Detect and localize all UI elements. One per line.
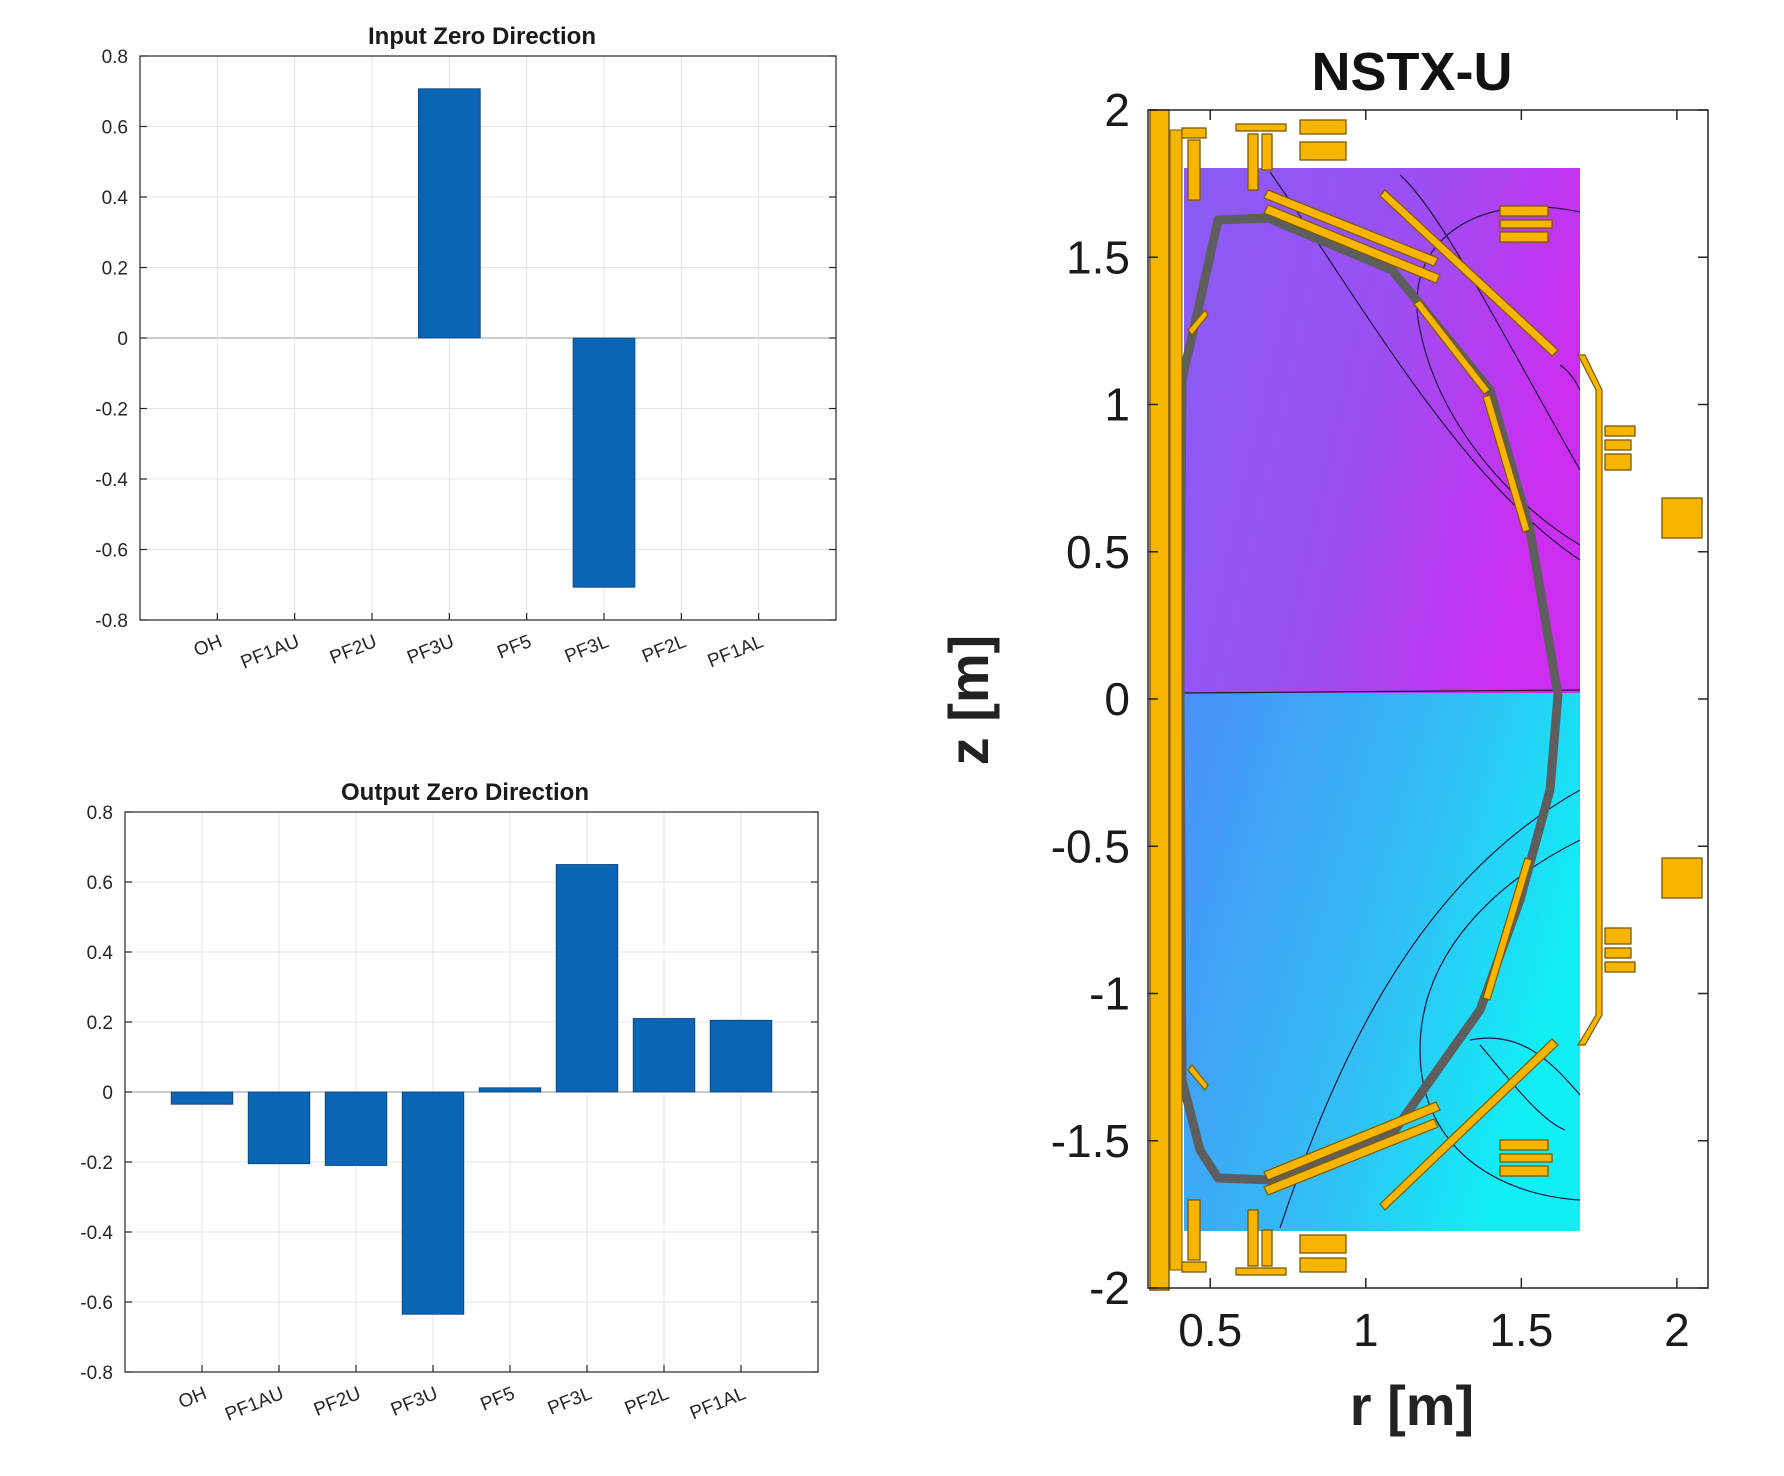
y-tick-label: -0.2 [80, 1153, 113, 1174]
y-tick-label: -1.5 [1051, 1115, 1130, 1167]
y-tick-label: 0 [1104, 673, 1130, 725]
y-axis-label: z [m] [937, 635, 1000, 766]
x-tick-label: PF3U [404, 631, 457, 669]
bar-pf3u [401, 1091, 465, 1315]
plot-title: NSTX-U [1312, 42, 1513, 102]
contour-line [1183, 689, 1581, 694]
input-zero-direction-chart: Input Zero Direction 0.8 0.6 0.4 0.2 0 -0.2 -0… [95, 23, 837, 674]
x-axis-label: r [m] [1350, 1374, 1474, 1437]
bar-pf1al [709, 1019, 773, 1093]
chart-title: Input Zero Direction [368, 23, 596, 50]
y-tick-label: -0.4 [80, 1223, 113, 1244]
y-tick-label: -0.2 [95, 400, 128, 421]
contour-line [1469, 1037, 1581, 1096]
center-stack-coil [1149, 109, 1170, 1291]
x-tick-label: PF2L [622, 1383, 672, 1419]
x-tick-label: 2 [1664, 1304, 1690, 1356]
y-tick-label: -0.6 [80, 1293, 113, 1314]
y-tick-label: 0 [117, 329, 128, 350]
y-tick-label: 0.4 [87, 943, 114, 964]
y-tick-label: 0.5 [1066, 526, 1130, 578]
y-tick-label: 0 [102, 1083, 113, 1104]
y-tick-label: 0.2 [102, 259, 128, 280]
y-tick-label: 0.8 [87, 803, 113, 824]
center-stack-liner [1169, 129, 1183, 1271]
x-tick-label: PF1AU [238, 631, 303, 673]
bar-pf3u [417, 88, 481, 339]
y-tick-label: 0.2 [87, 1013, 113, 1034]
x-tick-label: PF1AL [687, 1383, 749, 1424]
x-tick-label: PF2U [327, 631, 380, 669]
output-zero-direction-chart: Output Zero Direction 0.8 0.6 0.4 0.2 0 -0.2 -… [80, 779, 819, 1426]
x-tick-label: PF3L [562, 631, 612, 667]
y-tick-label: -1 [1089, 968, 1130, 1020]
y-tick-label: -2 [1089, 1262, 1130, 1314]
y-tick-label: 0.8 [102, 47, 128, 68]
bar-pf2l [632, 1018, 696, 1093]
x-tick-label: OH [191, 631, 225, 661]
x-tick-label: PF3U [388, 1383, 441, 1421]
bar-pf3l [555, 864, 619, 1093]
contour-line [1559, 364, 1581, 391]
bar-pf1au [247, 1091, 311, 1165]
nstxu-cross-section-plot: NSTX-U [937, 42, 1709, 1437]
chart-title: Output Zero Direction [341, 779, 589, 806]
bar-pf3l [572, 337, 636, 588]
bar-pf5 [478, 1087, 542, 1093]
y-tick-label: 1.5 [1066, 231, 1130, 283]
x-tick-label: PF1AU [222, 1383, 287, 1425]
x-tick-label: PF3L [545, 1383, 595, 1419]
x-tick-label: PF5 [478, 1383, 518, 1416]
x-tick-label: 1.5 [1489, 1304, 1553, 1356]
y-tick-label: 2 [1104, 84, 1130, 136]
bar-pf2u [324, 1091, 388, 1166]
x-tick-label: OH [176, 1383, 210, 1413]
y-tick-label: 0.6 [87, 873, 113, 894]
flux-region-upper [1184, 168, 1580, 693]
x-tick-label: PF2U [311, 1383, 364, 1421]
x-tick-label: PF2L [639, 631, 689, 667]
passive-plates [1187, 189, 1603, 1211]
x-tick-label: PF5 [494, 631, 534, 664]
y-tick-label: -0.6 [95, 541, 128, 562]
bar-oh [170, 1091, 234, 1105]
contour-line [1419, 839, 1581, 1201]
y-tick-label: -0.5 [1051, 820, 1130, 872]
x-tick-label: 1 [1353, 1304, 1379, 1356]
y-tick-label: -0.8 [80, 1363, 113, 1384]
x-tick-label: 0.5 [1178, 1304, 1242, 1356]
y-tick-label: 0.6 [102, 118, 128, 139]
x-tick-label: PF1AL [705, 631, 767, 672]
y-tick-label: 0.4 [102, 188, 129, 209]
y-tick-label: -0.8 [95, 611, 128, 632]
pf-coils [1181, 119, 1703, 1276]
contour-line [1479, 1044, 1566, 1131]
y-tick-label: -0.4 [95, 470, 128, 491]
y-tick-label: 1 [1104, 379, 1130, 431]
